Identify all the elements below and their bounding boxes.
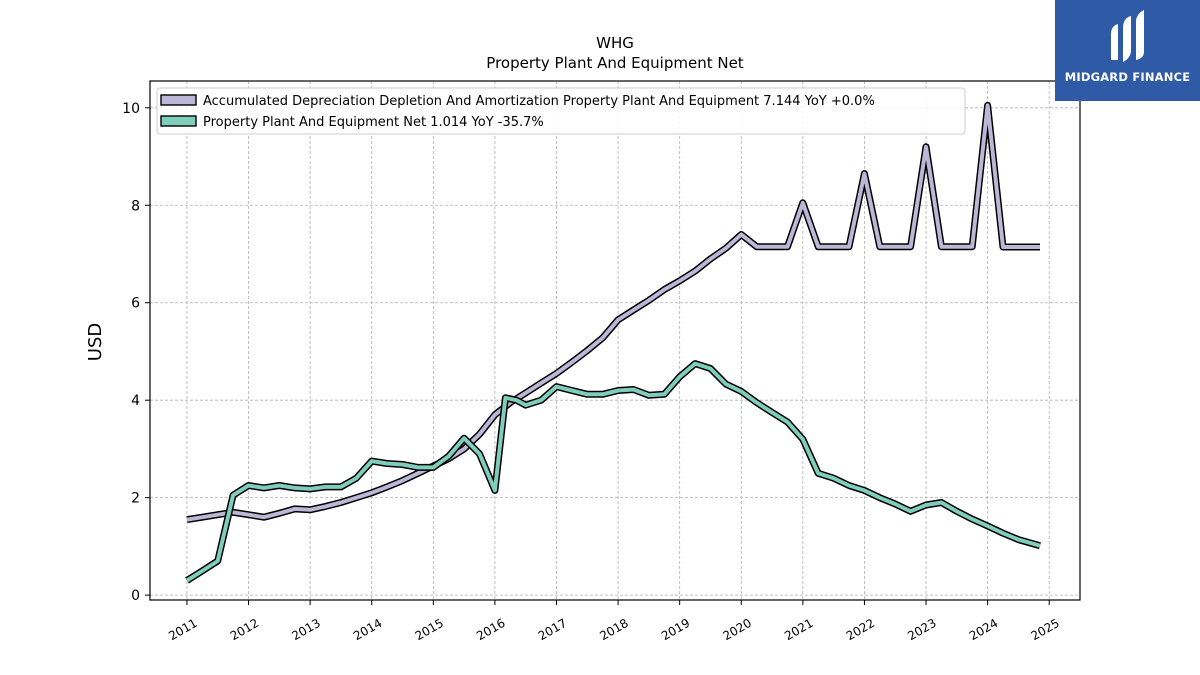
x-tick-label: 2013: [289, 616, 322, 643]
y-tick-label: 8: [131, 198, 140, 214]
x-tick-label: 2024: [967, 616, 1000, 643]
series-line-ppe-net: [185, 361, 1041, 583]
x-tick-label: 2016: [474, 616, 507, 643]
series-line-accumulated-depreciation: [186, 103, 1040, 522]
legend-swatch-ppe-net: [160, 115, 197, 127]
x-tick-label: 2017: [536, 616, 569, 643]
brand-logo: MIDGARD FINANCE: [1055, 0, 1200, 101]
x-tick-label: 2019: [659, 616, 692, 643]
series-layer: [185, 101, 1041, 584]
y-tick-label: 6: [131, 296, 140, 312]
brand-name: MIDGARD FINANCE: [1064, 70, 1191, 84]
legend-label-accumulated-depreciation: Accumulated Depreciation Depletion And A…: [203, 94, 875, 109]
x-tick-label: 2021: [782, 616, 815, 643]
brand-mark-icon: [1111, 10, 1144, 62]
legend-label-ppe-net: Property Plant And Equipment Net 1.014 Y…: [203, 115, 544, 130]
x-tick-label: 2018: [597, 616, 630, 643]
x-tick-label: 2015: [413, 616, 446, 643]
x-tick-label: 2025: [1028, 616, 1061, 643]
series-outline-ppe-net: [185, 360, 1041, 584]
x-tick-label: 2020: [721, 616, 754, 643]
y-axis-label: USD: [85, 323, 106, 361]
x-tick-label: 2012: [228, 616, 261, 643]
chart-title: WHG: [596, 34, 634, 52]
x-tick-label: 2022: [844, 616, 877, 643]
x-tick-label: 2014: [351, 616, 384, 643]
series-outline-accumulated-depreciation: [186, 101, 1040, 524]
y-tick-label: 2: [131, 491, 140, 507]
chart-subtitle: Property Plant And Equipment Net: [486, 54, 743, 72]
y-tick-label: 4: [131, 393, 140, 409]
y-tick-label: 0: [131, 588, 140, 604]
x-tick-label: 2023: [905, 616, 938, 643]
legend-swatch-accumulated-depreciation: [160, 94, 197, 106]
legend-frame: [156, 87, 966, 135]
grid: [150, 81, 1080, 600]
plot-frame: [149, 80, 1081, 601]
x-tick-label: 2011: [166, 616, 199, 643]
legend: Accumulated Depreciation Depletion And A…: [156, 87, 966, 135]
y-tick-label: 10: [122, 101, 140, 117]
